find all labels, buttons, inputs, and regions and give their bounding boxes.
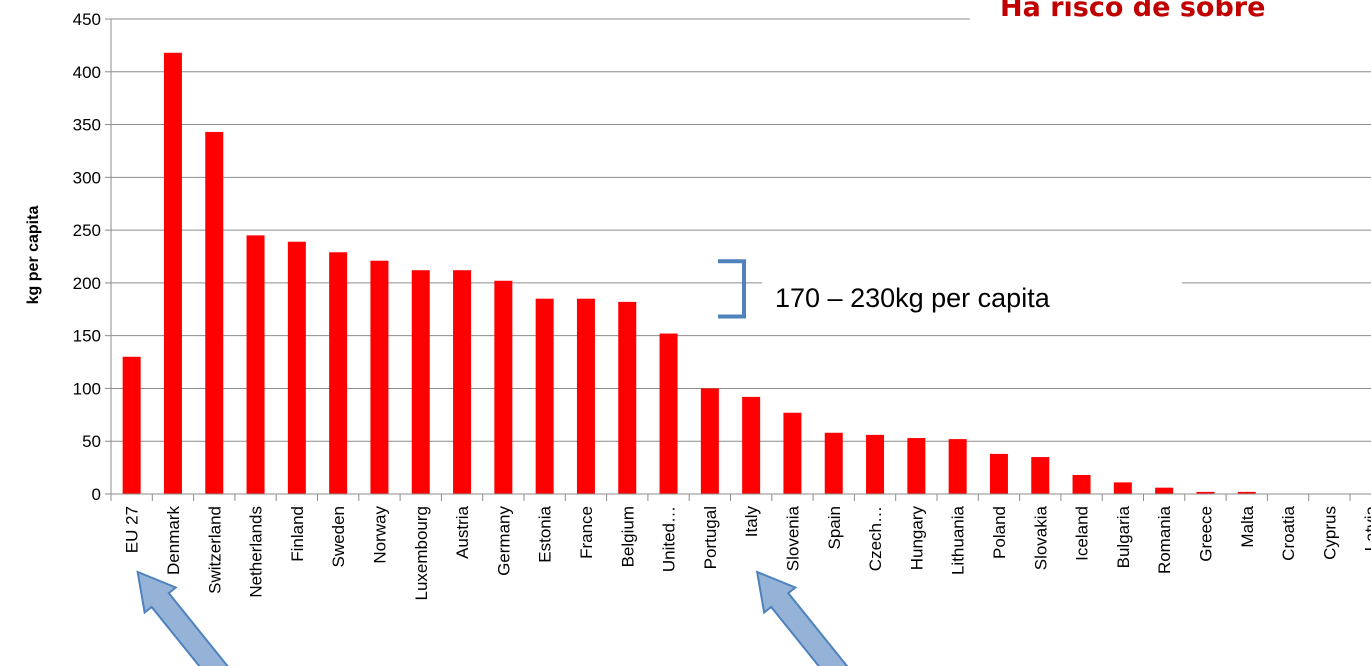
bar <box>989 453 1008 494</box>
x-tick-label: Lithuania <box>949 505 968 575</box>
x-tick-label: Denmark <box>164 506 183 575</box>
bar <box>453 270 472 494</box>
axes <box>105 18 1371 501</box>
x-tick-label: EU 27 <box>123 506 142 553</box>
y-tick-label: 450 <box>73 10 101 29</box>
y-tick-label: 200 <box>73 274 101 293</box>
bar <box>1072 475 1091 494</box>
x-tick-label: Cyprus <box>1320 506 1339 560</box>
x-tick-label: Austria <box>453 505 472 558</box>
range-bracket <box>718 259 746 319</box>
y-tick-label: 50 <box>82 432 101 451</box>
x-tick-label: Greece <box>1196 506 1215 562</box>
bar <box>1113 482 1132 494</box>
bar <box>287 241 306 494</box>
y-tick-label: 400 <box>73 63 101 82</box>
title-backdrop <box>970 0 1371 34</box>
y-tick-label: 300 <box>73 168 101 187</box>
bars <box>122 52 1256 495</box>
y-tick-label: 350 <box>73 116 101 135</box>
y-tick-label: 150 <box>73 327 101 346</box>
x-tick-label: Hungary <box>907 506 926 571</box>
bar <box>783 412 802 494</box>
bar <box>907 438 926 494</box>
x-tick-label: Portugal <box>701 506 720 569</box>
bar <box>246 235 265 494</box>
bar <box>163 52 182 495</box>
x-tick-label: Slovenia <box>783 505 802 571</box>
x-tick-label: France <box>577 506 596 559</box>
y-tick-labels: 0 50 100 150 200 250 300 350 400 450 <box>73 10 101 504</box>
bar <box>659 333 678 494</box>
bar <box>576 298 595 494</box>
bar <box>122 356 141 494</box>
range-annotation: 170 – 230kg per capita <box>775 283 1051 313</box>
x-tick-label: Romania <box>1155 505 1174 574</box>
x-tick-label: Finland <box>288 506 307 562</box>
x-tick-label: Belgium <box>618 506 637 567</box>
bar <box>1031 457 1050 494</box>
bar <box>1196 491 1215 494</box>
chart-title: Há risco de sobre <box>1000 0 1265 23</box>
gridlines <box>111 18 1371 442</box>
bar <box>700 388 719 494</box>
bar <box>329 252 348 494</box>
x-tick-label: Malta <box>1238 505 1257 547</box>
bar <box>370 260 389 494</box>
bar <box>1237 491 1256 494</box>
x-tick-label: Czech… <box>866 506 885 571</box>
bar <box>1155 487 1174 494</box>
y-tick-label: 250 <box>73 221 101 240</box>
x-tick-label: Germany <box>494 506 513 576</box>
x-tick-label: Italy <box>742 506 761 538</box>
highlight-arrow <box>755 570 849 666</box>
bar <box>948 439 967 494</box>
bar <box>866 434 885 494</box>
bar <box>411 270 430 494</box>
x-tick-label: Latvia <box>1362 505 1371 551</box>
x-tick-labels: EU 27 Denmark Switzerland Netherlands Finlan… <box>123 505 1371 600</box>
bar <box>535 298 554 494</box>
x-tick-label: Bulgaria <box>1114 505 1133 568</box>
x-tick-label: United… <box>660 506 679 572</box>
bar <box>205 131 224 494</box>
bar <box>824 432 843 494</box>
x-tick-label: Estonia <box>536 505 555 562</box>
bar <box>494 280 513 494</box>
x-tick-label: Slovakia <box>1031 505 1050 570</box>
bar <box>742 396 761 494</box>
x-tick-label: Sweden <box>329 506 348 567</box>
y-tick-label: 100 <box>73 379 101 398</box>
y-tick-label: 0 <box>92 485 101 504</box>
arrows <box>136 570 849 666</box>
x-tick-label: Iceland <box>1073 506 1092 561</box>
x-tick-label: Luxembourg <box>412 506 431 601</box>
highlight-arrow <box>136 570 229 666</box>
x-tick-label: Spain <box>825 506 844 549</box>
x-tick-label: Poland <box>990 506 1009 559</box>
y-axis-label: kg per capita <box>25 206 42 305</box>
x-tick-label: Croatia <box>1279 505 1298 560</box>
x-tick-label: Norway <box>370 506 389 564</box>
bar <box>618 301 637 494</box>
x-tick-label: Switzerland <box>205 506 224 594</box>
x-tick-label: Netherlands <box>247 506 266 598</box>
annotation-backdrop <box>762 276 1182 322</box>
